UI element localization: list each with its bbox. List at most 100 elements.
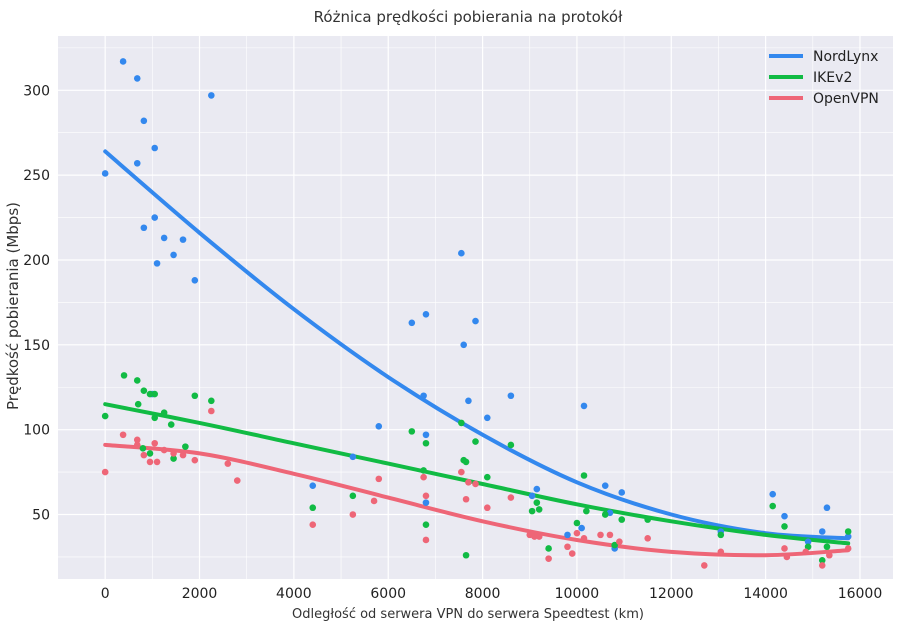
point-ikev2 <box>134 400 142 408</box>
point-ikev2 <box>507 441 515 449</box>
point-ikev2 <box>545 545 552 552</box>
point-openvpn <box>616 538 623 545</box>
x-tick-label: 6000 <box>370 586 406 602</box>
point-nordlynx <box>580 402 588 410</box>
point-ikev2 <box>462 551 470 559</box>
point-ikev2 <box>601 511 609 518</box>
point-nordlynx <box>133 75 141 82</box>
point-openvpn <box>422 492 430 500</box>
point-openvpn <box>573 529 581 537</box>
point-openvpn <box>375 475 383 483</box>
point-ikev2 <box>160 409 168 417</box>
point-openvpn <box>191 456 199 464</box>
point-ikev2 <box>583 507 590 515</box>
point-nordlynx <box>119 58 127 65</box>
point-openvpn <box>644 534 651 542</box>
point-ikev2 <box>420 467 427 474</box>
point-nordlynx <box>507 392 515 400</box>
point-nordlynx <box>170 251 177 259</box>
legend-label-nordlynx: NordLynx <box>813 49 878 65</box>
point-ikev2 <box>460 456 468 464</box>
x-tick-label: 0 <box>101 586 110 602</box>
point-openvpn <box>700 562 708 569</box>
point-ikev2 <box>140 387 148 394</box>
y-tick-label: 50 <box>32 508 50 524</box>
y-tick-label: 250 <box>23 168 50 184</box>
point-openvpn <box>160 446 168 454</box>
point-nordlynx <box>844 533 852 540</box>
point-nordlynx <box>578 524 585 532</box>
point-nordlynx <box>564 531 571 539</box>
point-ikev2 <box>781 523 788 530</box>
point-nordlynx <box>528 492 536 500</box>
point-openvpn <box>580 534 588 542</box>
point-nordlynx <box>601 482 609 489</box>
point-openvpn <box>844 545 852 552</box>
point-nordlynx <box>804 538 812 545</box>
point-nordlynx <box>133 159 141 167</box>
point-nordlynx <box>191 277 199 284</box>
point-ikev2 <box>580 472 588 479</box>
point-nordlynx <box>309 482 317 489</box>
point-nordlynx <box>101 170 109 177</box>
point-openvpn <box>179 451 187 459</box>
point-ikev2 <box>611 541 618 549</box>
point-openvpn <box>151 439 159 447</box>
point-nordlynx <box>420 392 427 400</box>
point-ikev2 <box>573 519 581 527</box>
point-openvpn <box>462 495 470 503</box>
y-tick-label: 200 <box>23 253 50 269</box>
point-ikev2 <box>146 450 154 457</box>
point-openvpn <box>119 431 127 439</box>
point-ikev2 <box>182 443 189 450</box>
point-ikev2 <box>120 372 128 379</box>
x-tick-label: 10000 <box>555 586 600 602</box>
point-ikev2 <box>151 390 159 398</box>
point-openvpn <box>781 545 788 552</box>
x-tick-label: 16000 <box>838 586 883 602</box>
point-openvpn <box>802 548 810 556</box>
point-openvpn <box>208 407 215 415</box>
point-openvpn <box>564 543 571 551</box>
point-openvpn <box>507 494 515 501</box>
point-nordlynx <box>460 341 468 349</box>
x-tick-label: 2000 <box>182 586 218 602</box>
point-nordlynx <box>349 453 357 461</box>
x-tick-label: 12000 <box>649 586 694 602</box>
point-ikev2 <box>458 419 465 427</box>
point-openvpn <box>483 504 491 512</box>
point-ikev2 <box>618 516 626 523</box>
legend: NordLynx IKEv2 OpenVPN <box>769 49 879 107</box>
point-openvpn <box>153 458 161 466</box>
point-nordlynx <box>151 144 159 152</box>
point-ikev2 <box>309 504 317 512</box>
point-ikev2 <box>167 421 175 428</box>
point-openvpn <box>349 511 357 518</box>
point-openvpn <box>420 473 427 481</box>
point-ikev2 <box>818 557 826 564</box>
x-axis-label: Odległość od serwera VPN do serwera Spee… <box>292 607 644 622</box>
point-ikev2 <box>823 543 831 551</box>
point-ikev2 <box>191 392 199 400</box>
point-nordlynx <box>179 236 187 243</box>
point-openvpn <box>465 478 472 486</box>
trend-line-ikev2 <box>103 402 851 546</box>
point-openvpn <box>568 550 576 557</box>
legend-label-openvpn: OpenVPN <box>813 91 879 107</box>
point-ikev2 <box>422 439 430 447</box>
point-ikev2 <box>101 412 109 420</box>
point-openvpn <box>146 458 154 466</box>
chart-title: Różnica prędkości pobierania na protokół <box>314 8 623 26</box>
point-nordlynx <box>769 490 777 498</box>
point-openvpn <box>370 497 378 505</box>
point-ikev2 <box>535 506 543 513</box>
scatter-points <box>101 58 852 569</box>
point-nordlynx <box>533 485 541 493</box>
y-tick-label: 100 <box>23 423 50 439</box>
point-openvpn <box>309 521 317 528</box>
grid-lines <box>58 36 893 579</box>
point-nordlynx <box>422 499 430 506</box>
point-ikev2 <box>528 507 536 515</box>
point-openvpn <box>826 551 833 559</box>
